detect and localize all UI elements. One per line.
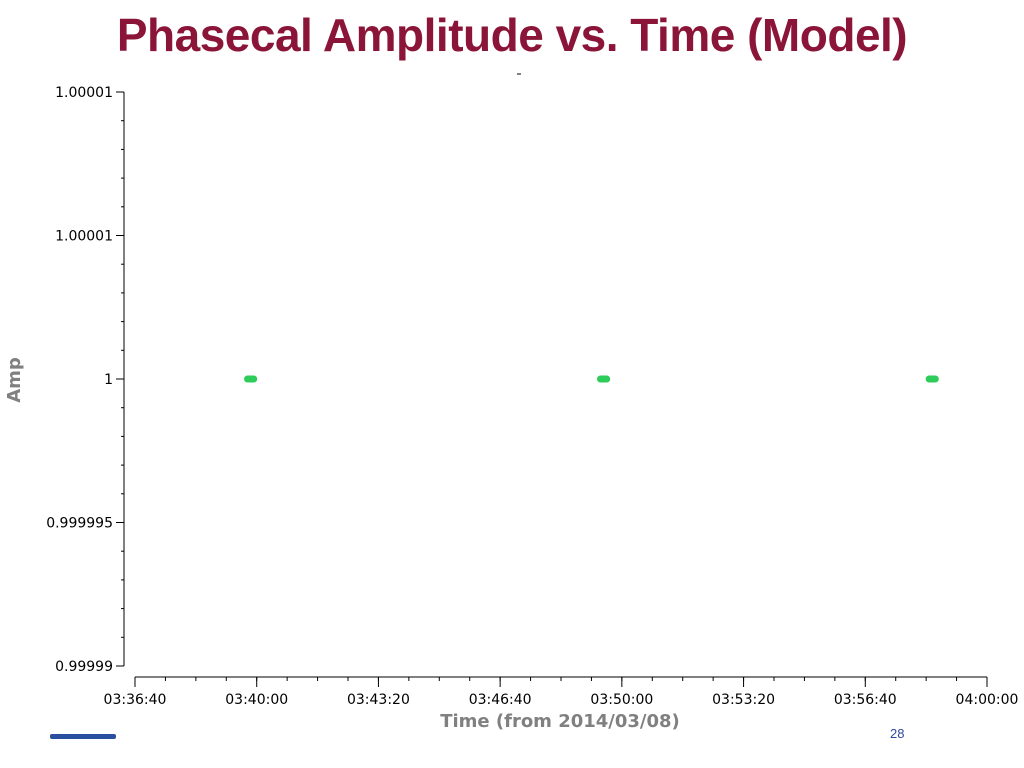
x-axis: 03:36:40 03:40:00 03:43:20 03:46:40 03:50:00… — [104, 676, 1019, 708]
x-tick-label: 03:56:40 — [834, 692, 897, 708]
x-tick-label: 03:43:20 — [347, 692, 410, 708]
y-axis-title: Amp — [4, 357, 25, 403]
x-tick-label: 03:53:20 — [712, 692, 775, 708]
slide-title: Phasecal Amplitude vs. Time (Model) — [116, 9, 908, 61]
x-tick-label: 03:36:40 — [104, 692, 167, 708]
y-axis: 1.00001 1.00001 1 0.999995 0.99999 — [46, 85, 125, 675]
y-tick-label: 1.00001 — [55, 229, 113, 245]
x-axis-title: Time (from 2014/03/08) — [440, 711, 680, 732]
footer-logo — [50, 734, 116, 739]
y-tick-label: 1 — [104, 372, 113, 388]
x-tick-label: 03:40:00 — [225, 692, 288, 708]
x-tick-label: 03:50:00 — [590, 692, 653, 708]
slide-number: 28 — [890, 726, 905, 741]
x-tick-label: 03:46:40 — [469, 692, 532, 708]
x-tick-label: 04:00:00 — [956, 692, 1019, 708]
y-tick-label: 1.00001 — [55, 85, 113, 101]
y-tick-label: 0.999995 — [46, 516, 113, 532]
y-tick-label: 0.99999 — [55, 659, 113, 675]
